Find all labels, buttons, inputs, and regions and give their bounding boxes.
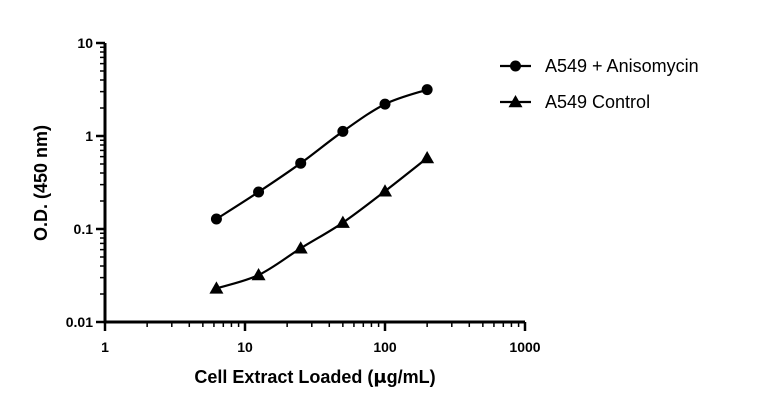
series-2-point bbox=[251, 268, 266, 281]
x-tick-label: 1 bbox=[101, 339, 109, 355]
x-tick-label: 10 bbox=[237, 339, 253, 355]
x-axis-title-part-2: g/mL) bbox=[387, 367, 436, 387]
series-1-point bbox=[337, 125, 349, 137]
x-tick-label: 1000 bbox=[509, 339, 540, 355]
legend-marker bbox=[510, 60, 521, 72]
x-axis-title: Cell Extract Loaded (μg/mL) bbox=[194, 367, 435, 388]
series-1-curve bbox=[215, 88, 428, 220]
legend-marker bbox=[508, 95, 523, 108]
series-2-curve bbox=[216, 157, 428, 290]
x-axis-title-part-1: Cell Extract Loaded ( bbox=[194, 367, 373, 387]
y-axis-title: O.D. (450 nm) bbox=[31, 125, 51, 241]
legend: A549 + Anisomycin A549 Control bbox=[500, 56, 699, 112]
series-1-point bbox=[253, 186, 265, 198]
legend-label: A549 + Anisomycin bbox=[545, 56, 699, 76]
legend-item-2: A549 Control bbox=[500, 92, 650, 112]
series-1-point bbox=[379, 98, 391, 110]
legend-item-1: A549 + Anisomycin bbox=[500, 56, 699, 76]
series-2-point bbox=[293, 241, 308, 254]
series-2 bbox=[209, 151, 435, 294]
y-tick-label: 1 bbox=[85, 128, 93, 144]
series-1 bbox=[210, 84, 433, 225]
y-tick-label: 0.1 bbox=[74, 221, 94, 237]
series-layer bbox=[209, 84, 435, 294]
y-tick-label: 10 bbox=[77, 35, 93, 51]
series-2-point bbox=[209, 281, 224, 294]
y-tick-label: 0.01 bbox=[66, 314, 93, 330]
series-1-point bbox=[210, 213, 222, 225]
series-2-point bbox=[335, 215, 350, 228]
series-2-point bbox=[378, 184, 392, 197]
axes bbox=[103, 43, 525, 324]
series-1-point bbox=[421, 84, 433, 96]
series-2-point bbox=[420, 151, 435, 164]
series-1-point bbox=[295, 157, 307, 169]
legend-label: A549 Control bbox=[545, 92, 650, 112]
x-axis-title-mu: μ bbox=[373, 367, 386, 388]
ticks: 0.01 0.1 1 10 1 10 100 1000 bbox=[66, 35, 541, 355]
x-tick-label: 100 bbox=[373, 339, 397, 355]
